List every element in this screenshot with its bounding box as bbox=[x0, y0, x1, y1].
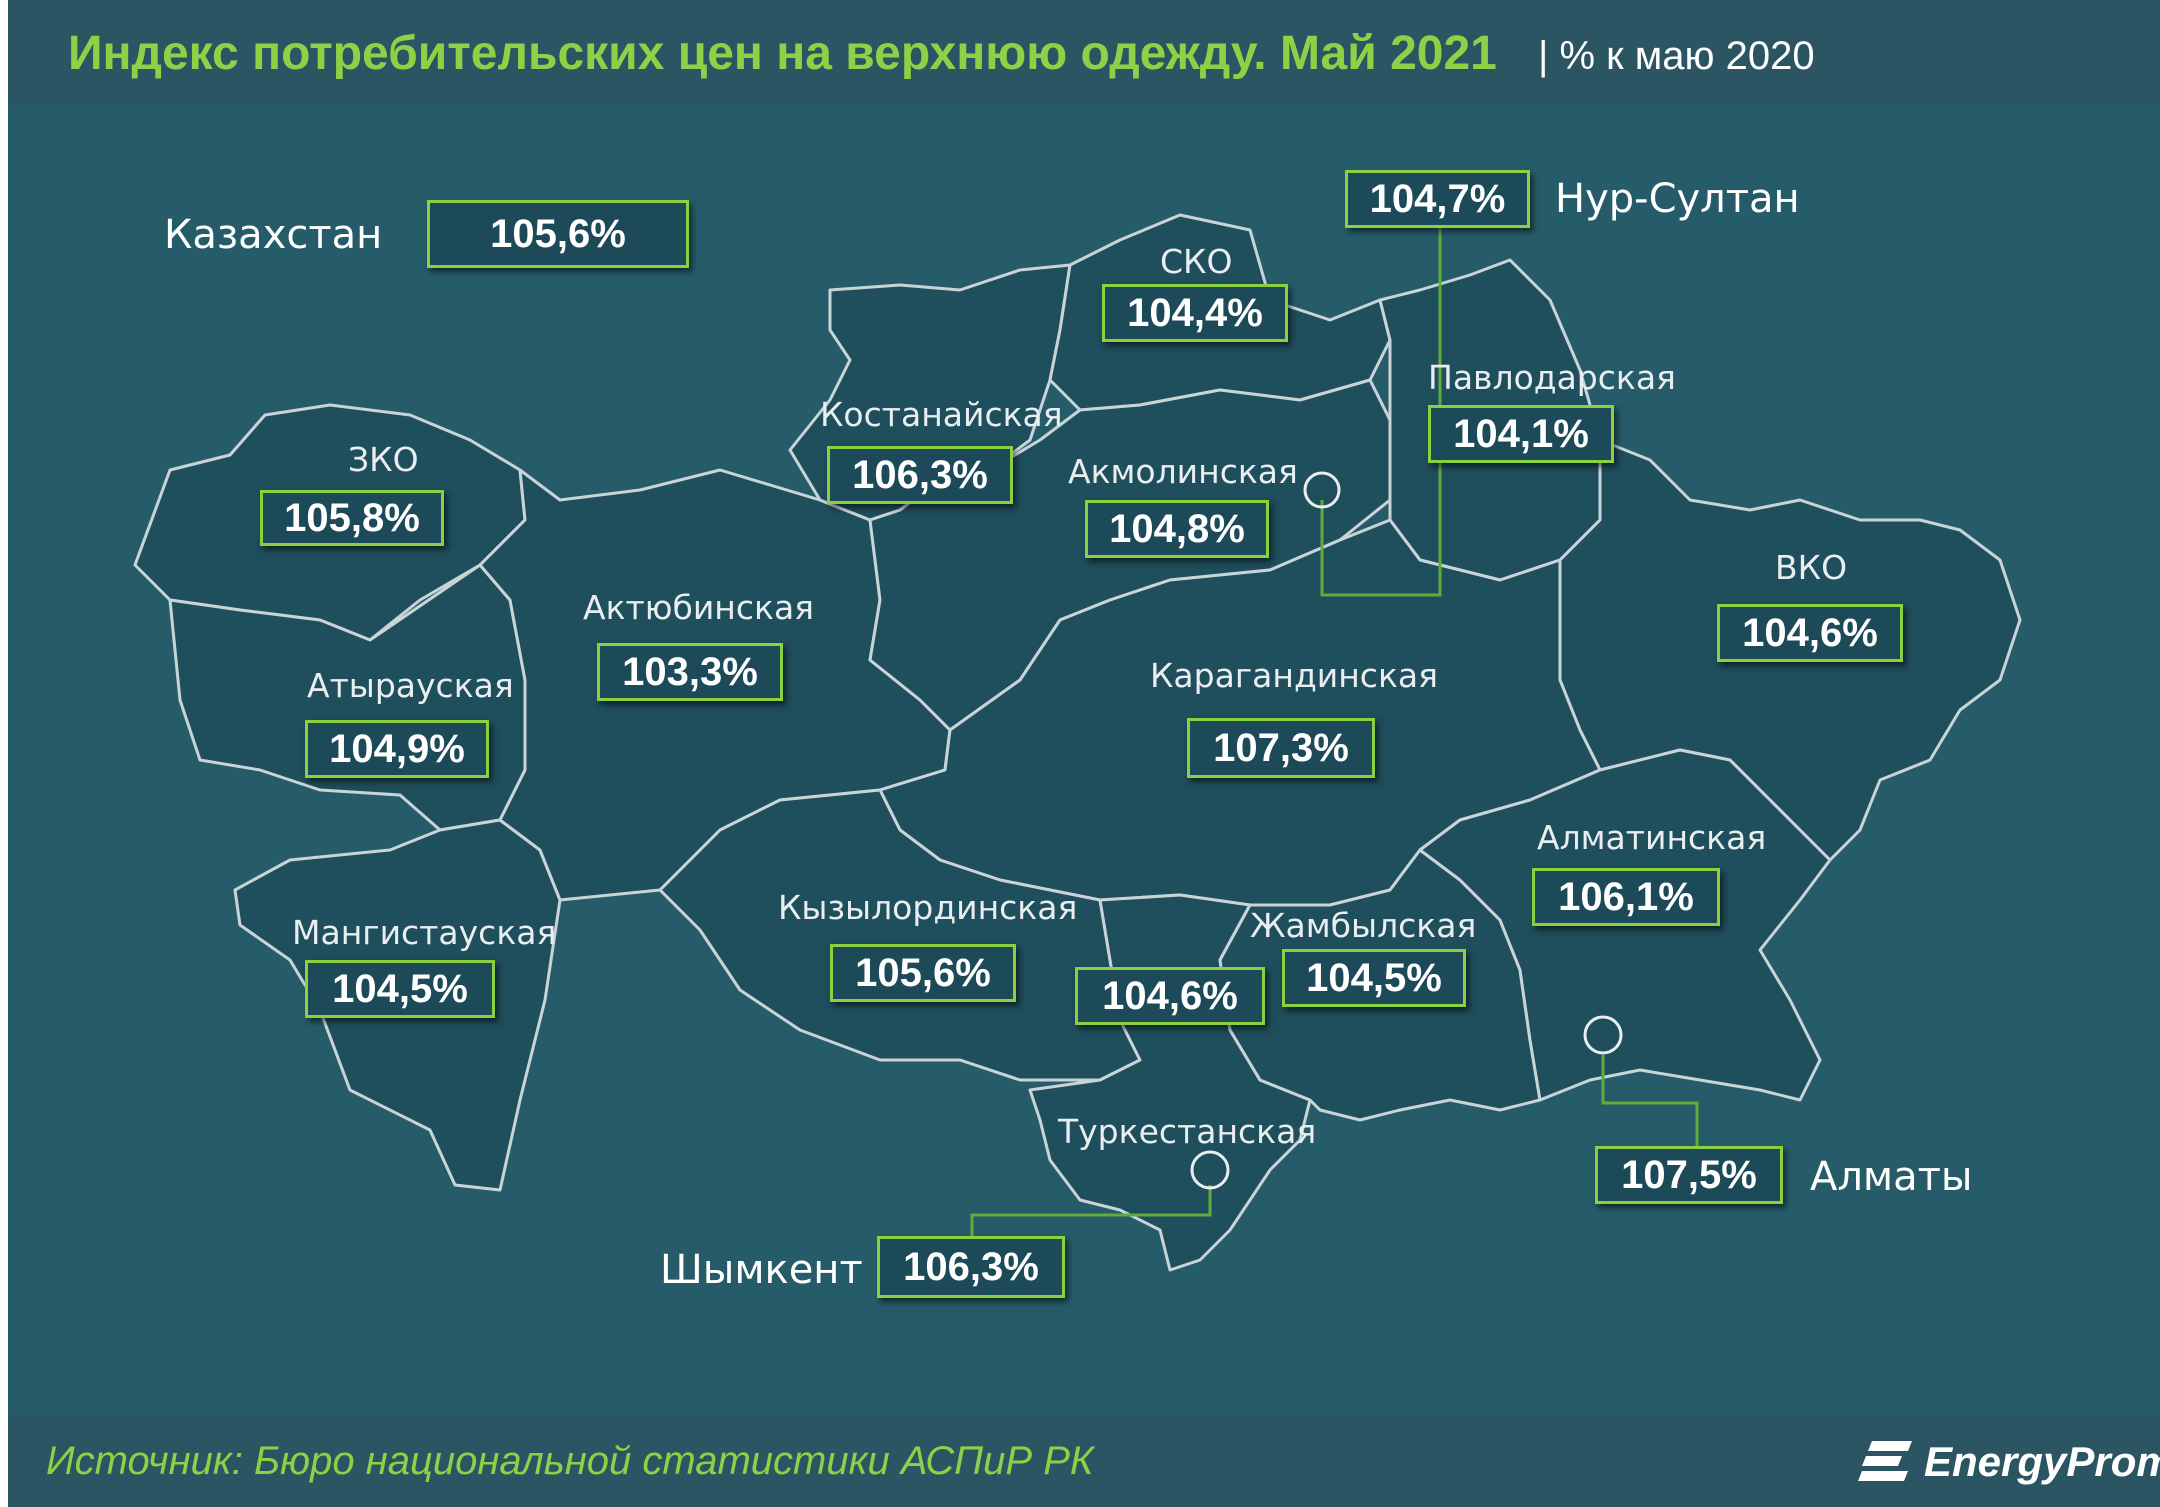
region-value-kostanay: 106,3% bbox=[827, 446, 1013, 504]
source-note: Источник: Бюро национальной статистики А… bbox=[46, 1439, 1094, 1483]
region-label-mangystau: Мангистауская bbox=[292, 913, 557, 952]
nur-sultan-marker bbox=[1303, 471, 1341, 509]
region-value-aktobe: 103,3% bbox=[597, 643, 783, 701]
region-label-atyrau: Атырауская bbox=[307, 666, 514, 705]
region-label-almaty: Алматинская bbox=[1537, 818, 1767, 857]
almaty-connector bbox=[1601, 1055, 1699, 1148]
shymkent-marker bbox=[1190, 1150, 1230, 1190]
city-label-shymkent: Шымкент bbox=[660, 1247, 863, 1293]
header: Индекс потребительских цен на верхнюю од… bbox=[8, 0, 2160, 105]
region-label-aktobe: Актюбинская bbox=[583, 588, 815, 627]
region-label-akmola: Акмолинская bbox=[1068, 452, 1298, 491]
region-label-vko: ВКО bbox=[1775, 548, 1848, 587]
region-value-sko: 104,4% bbox=[1102, 284, 1288, 342]
energyprom-logo-icon bbox=[1858, 1441, 1912, 1481]
map-subtitle: | % к маю 2020 bbox=[1538, 34, 1815, 78]
region-value-pavlodar: 104,1% bbox=[1428, 405, 1614, 463]
region-label-pavlodar: Павлодарская bbox=[1428, 358, 1676, 397]
region-value-atyrau: 104,9% bbox=[305, 720, 489, 778]
region-value-kyzylorda: 105,6% bbox=[830, 944, 1016, 1002]
shymkent-connector bbox=[970, 1185, 1212, 1238]
region-label-turkestan: Туркестанская bbox=[1058, 1112, 1317, 1151]
region-value-zhambyl: 104,5% bbox=[1282, 949, 1466, 1007]
region-label-sko: СКО bbox=[1160, 242, 1233, 281]
almaty-marker bbox=[1583, 1015, 1623, 1055]
region-label-karaganda: Карагандинская bbox=[1150, 656, 1438, 695]
region-value-vko: 104,6% bbox=[1717, 604, 1903, 662]
city-value-nur-sultan: 104,7% bbox=[1345, 170, 1530, 228]
region-value-zko: 105,8% bbox=[260, 490, 444, 546]
city-value-almaty: 107,5% bbox=[1595, 1146, 1783, 1204]
region-label-zko: ЗКО bbox=[348, 440, 419, 479]
city-label-nur-sultan: Нур-Султан bbox=[1555, 176, 1800, 222]
region-value-akmola: 104,8% bbox=[1085, 500, 1269, 558]
region-value-turkestan: 104,6% bbox=[1075, 967, 1265, 1025]
region-label-kyzylorda: Кызылординская bbox=[778, 888, 1078, 927]
region-label-zhambyl: Жамбылская bbox=[1250, 906, 1477, 945]
map-title: Индекс потребительских цен на верхнюю од… bbox=[68, 27, 1497, 80]
energyprom-logo: EnergyProm bbox=[1858, 1437, 2160, 1487]
country-label: Казахстан bbox=[164, 212, 383, 258]
region-label-kostanay: Костанайская bbox=[820, 395, 1063, 434]
region-value-mangystau: 104,5% bbox=[305, 960, 495, 1018]
country-value: 105,6% bbox=[427, 200, 689, 268]
city-label-almaty: Алматы bbox=[1810, 1154, 1973, 1200]
logo-text: EnergyProm bbox=[1924, 1438, 2160, 1485]
region-value-almaty: 106,1% bbox=[1532, 868, 1720, 926]
city-value-shymkent: 106,3% bbox=[877, 1236, 1065, 1298]
region-value-karaganda: 107,3% bbox=[1187, 718, 1375, 778]
footer: Источник: Бюро национальной статистики А… bbox=[8, 1417, 2160, 1507]
